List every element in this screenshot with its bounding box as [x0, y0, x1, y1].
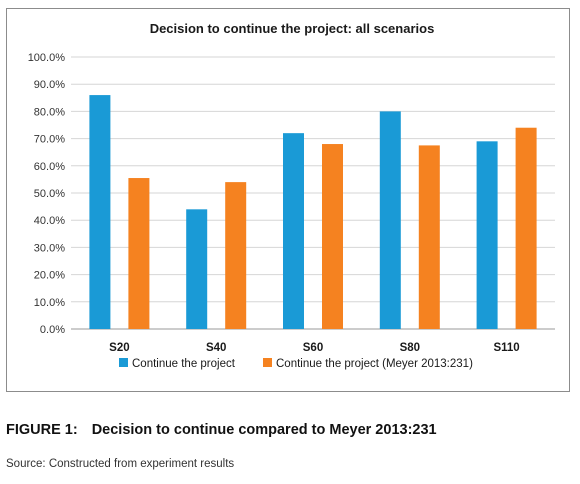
- x-category-label: S40: [206, 342, 226, 354]
- figure-label: FIGURE 1:: [6, 422, 78, 438]
- y-tick-label: 30.0%: [34, 242, 65, 254]
- legend-swatch: [119, 358, 128, 367]
- bar-meyer-s40: [225, 182, 247, 329]
- y-tick-label: 10.0%: [34, 297, 65, 309]
- legend-label: Continue the project: [132, 358, 236, 370]
- x-category-label: S60: [303, 342, 323, 354]
- gridlines: [71, 56, 555, 330]
- y-tick-label: 20.0%: [34, 270, 65, 282]
- bar-continue-s20: [89, 95, 111, 329]
- y-tick-label: 0.0%: [40, 324, 65, 336]
- bar-meyer-s80: [418, 145, 440, 329]
- x-category-label: S80: [400, 342, 420, 354]
- bars: [89, 95, 537, 330]
- chart-svg: Decision to continue the project: all sc…: [28, 21, 555, 370]
- y-axis-ticks: 0.0% 10.0% 20.0% 30.0% 40.0% 50.0% 60.0% 70.0% 8…: [28, 52, 66, 336]
- y-tick-label: 40.0%: [34, 215, 65, 227]
- bar-meyer-s20: [128, 178, 150, 329]
- bar-continue-s80: [379, 111, 401, 330]
- bar-continue-s60: [283, 133, 304, 329]
- y-tick-label: 100.0%: [28, 52, 66, 64]
- x-category-label: S20: [109, 342, 129, 354]
- bar-meyer-s60: [322, 144, 343, 329]
- bar-continue-s40: [186, 209, 208, 329]
- category-labels: S20 S40 S60 S80 S110: [109, 342, 520, 354]
- source-note: Source: Constructed from experiment resu…: [6, 458, 235, 470]
- bar-continue-s110: [476, 141, 498, 329]
- chart-frame: Decision to continue the project: all sc…: [6, 8, 570, 392]
- y-tick-label: 60.0%: [34, 161, 65, 173]
- legend-swatch: [263, 358, 272, 367]
- y-tick-label: 80.0%: [34, 106, 65, 118]
- legend-label: Continue the project (Meyer 2013:231): [276, 358, 473, 370]
- y-tick-label: 90.0%: [34, 79, 65, 91]
- figure-caption-text: Decision to continue compared to Meyer 2…: [91, 422, 437, 438]
- chart-title: Decision to continue the project: all sc…: [150, 21, 435, 36]
- figure-caption: FIGURE 1: Decision to continue compared t…: [6, 422, 437, 438]
- y-tick-label: 50.0%: [34, 188, 65, 200]
- y-tick-label: 70.0%: [34, 134, 65, 146]
- x-category-label: S110: [493, 342, 519, 354]
- bar-meyer-s110: [515, 127, 537, 329]
- legend: Continue the project Continue the project…: [119, 358, 473, 370]
